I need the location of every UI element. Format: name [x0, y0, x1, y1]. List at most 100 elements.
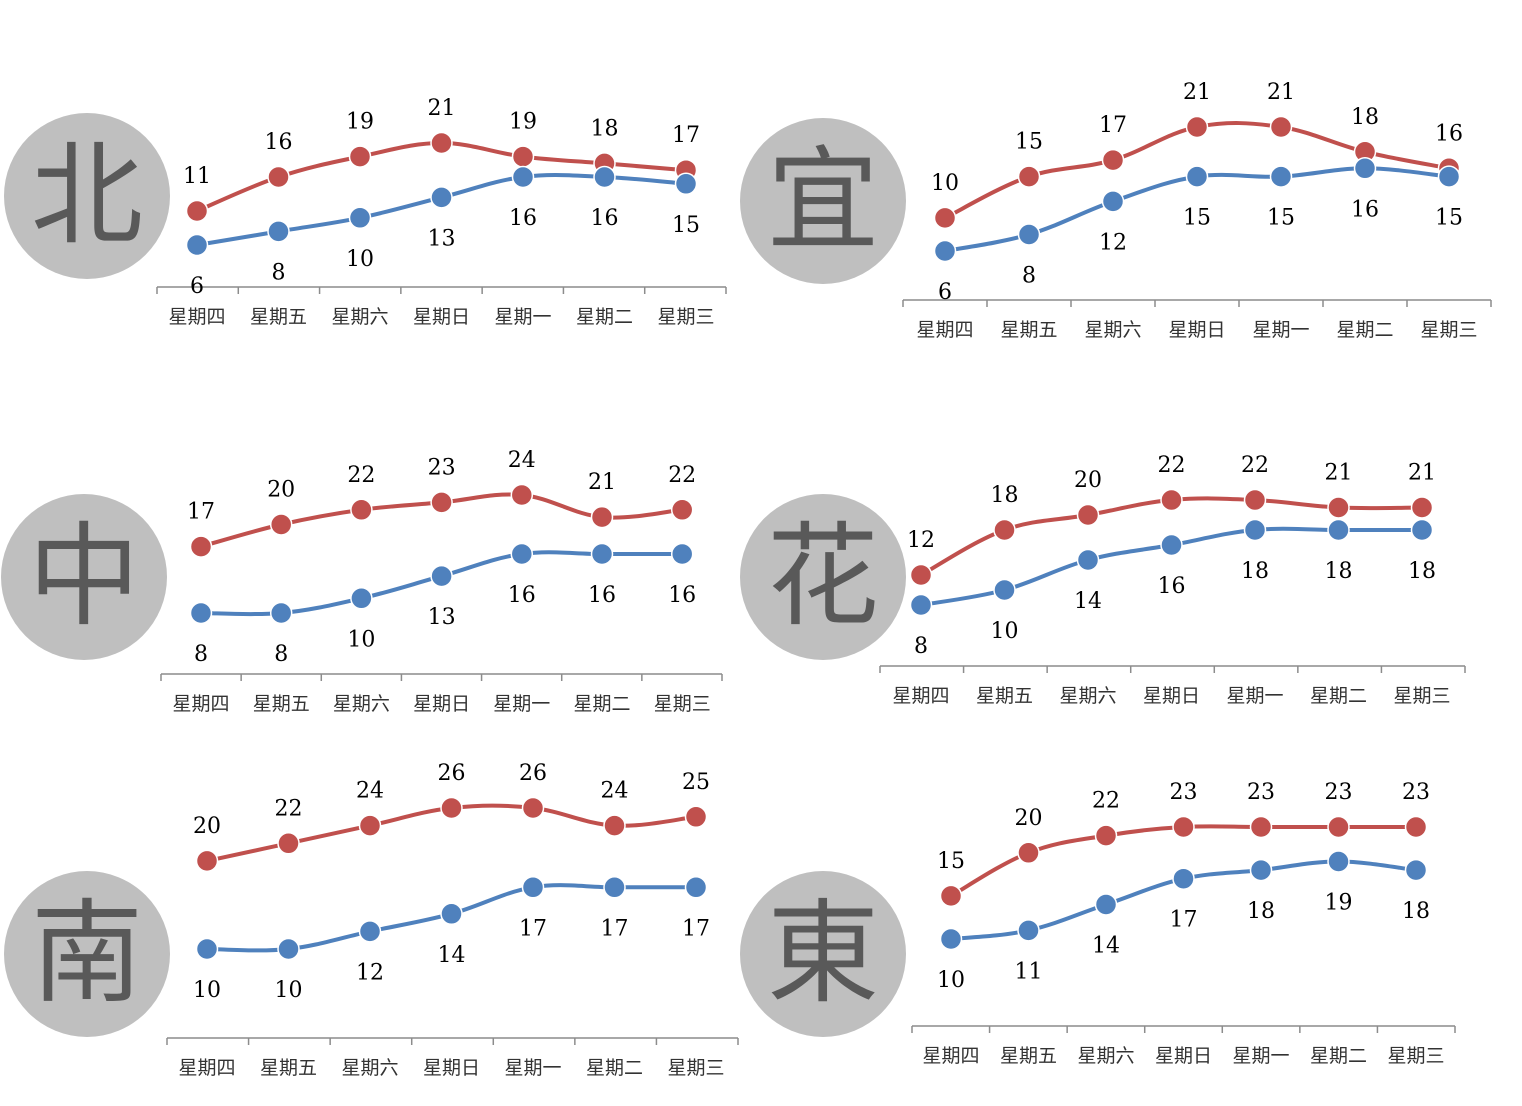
x-tick-label: 星期六: [1084, 319, 1141, 341]
data-point: [269, 513, 293, 536]
data-label: 10: [193, 978, 221, 1003]
x-tick-label: 星期二: [1310, 685, 1367, 707]
data-point: [1094, 893, 1118, 916]
data-label: 11: [1015, 959, 1043, 984]
data-label: 14: [438, 943, 466, 968]
data-point: [350, 498, 373, 522]
data-label: 17: [672, 123, 700, 148]
x-tick-label: 星期六: [1059, 685, 1116, 707]
data-label: 19: [509, 110, 537, 135]
x-tick-label: 星期日: [1143, 685, 1200, 707]
data-point: [440, 902, 463, 926]
data-label: 24: [601, 779, 629, 804]
x-tick-label: 星期六: [331, 306, 388, 328]
x-tick-label: 星期六: [1077, 1045, 1134, 1067]
x-tick-label: 星期六: [333, 693, 390, 715]
data-point: [430, 131, 453, 155]
x-tick-label: 星期一: [1226, 685, 1283, 707]
data-label: 21: [1408, 461, 1436, 486]
data-label: 21: [428, 96, 456, 121]
data-point: [1327, 850, 1350, 873]
data-point: [195, 937, 219, 961]
data-point: [358, 814, 382, 837]
data-point: [1172, 867, 1195, 890]
data-point: [1017, 841, 1040, 865]
data-label: 15: [672, 213, 700, 238]
data-label: 23: [428, 455, 456, 480]
data-point: [933, 239, 957, 263]
data-label: 15: [1015, 130, 1043, 155]
data-label: 16: [1158, 574, 1186, 599]
data-label: 18: [1241, 559, 1269, 584]
data-label: 18: [1402, 899, 1430, 924]
data-point: [267, 165, 290, 189]
data-label: 22: [347, 463, 375, 488]
x-tick-label: 星期二: [576, 306, 633, 328]
data-label: 10: [347, 627, 375, 652]
data-label: 20: [193, 814, 221, 839]
x-tick-label: 星期一: [494, 306, 551, 328]
line-chart: 星期四 星期五 星期六 星期日 星期一 星期二 星期三 11 16 19 21 19 18 17 6 8 10 1…: [156, 96, 727, 328]
x-tick-label: 星期日: [413, 693, 470, 715]
data-label: 18: [1247, 899, 1275, 924]
data-point: [185, 233, 209, 257]
data-point: [1410, 518, 1434, 542]
data-label: 22: [1241, 453, 1269, 478]
x-tick-label: 星期三: [1387, 1045, 1444, 1067]
data-label: 26: [519, 761, 547, 786]
data-point: [939, 884, 963, 908]
data-label: 16: [668, 583, 696, 608]
data-label: 16: [509, 206, 537, 231]
x-tick-label: 星期四: [892, 685, 949, 707]
data-label: 22: [1092, 789, 1120, 814]
x-tick-label: 星期三: [1420, 319, 1477, 341]
data-label: 17: [519, 916, 547, 941]
data-label: 18: [1325, 559, 1353, 584]
x-tick-label: 星期四: [178, 1057, 235, 1079]
x-tick-label: 星期日: [413, 306, 470, 328]
data-point: [684, 805, 708, 829]
data-label: 12: [907, 528, 935, 553]
data-label: 15: [1267, 206, 1295, 231]
x-tick-label: 星期三: [654, 693, 711, 715]
data-point: [185, 199, 209, 223]
data-point: [909, 563, 933, 587]
data-point: [348, 145, 372, 168]
data-point: [348, 206, 372, 230]
data-point: [933, 206, 957, 230]
region-badge: 中: [1, 494, 167, 660]
data-point: [1249, 858, 1273, 882]
data-point: [1172, 815, 1195, 839]
x-tick-label: 星期二: [573, 693, 630, 715]
data-label: 23: [1402, 780, 1430, 805]
x-tick-label: 星期三: [657, 306, 714, 328]
x-tick-label: 星期二: [1336, 319, 1393, 341]
x-tick-label: 星期四: [168, 306, 225, 328]
data-point: [521, 876, 545, 899]
data-label: 15: [937, 849, 965, 874]
data-label: 19: [1325, 891, 1353, 916]
data-point: [909, 593, 933, 617]
data-label: 21: [1183, 80, 1211, 105]
data-label: 12: [356, 960, 384, 985]
data-point: [590, 542, 614, 566]
data-point: [1410, 496, 1434, 519]
data-point: [1327, 815, 1350, 839]
data-point: [358, 920, 382, 943]
data-label: 17: [682, 916, 710, 941]
data-label: 13: [428, 605, 456, 630]
data-point: [1404, 815, 1428, 839]
line-chart: 星期四 星期五 星期六 星期日 星期一 星期二 星期三 20 22 24 26 26 24 25 10 10 1…: [166, 761, 739, 1079]
x-tick-label: 星期六: [341, 1057, 398, 1079]
data-label: 10: [937, 968, 965, 993]
data-point: [269, 601, 293, 625]
data-label: 10: [991, 619, 1019, 644]
line-chart: 星期四 星期五 星期六 星期日 星期一 星期二 星期三 10 15 17 21 21 18 16 6 8 12 1…: [902, 80, 1492, 341]
x-tick-label: 星期三: [1393, 685, 1450, 707]
data-point: [430, 186, 453, 209]
data-label: 16: [1351, 197, 1379, 222]
data-point: [267, 220, 290, 243]
x-tick-label: 星期一: [1252, 319, 1309, 341]
data-label: 6: [938, 280, 952, 305]
data-label: 10: [275, 978, 303, 1003]
